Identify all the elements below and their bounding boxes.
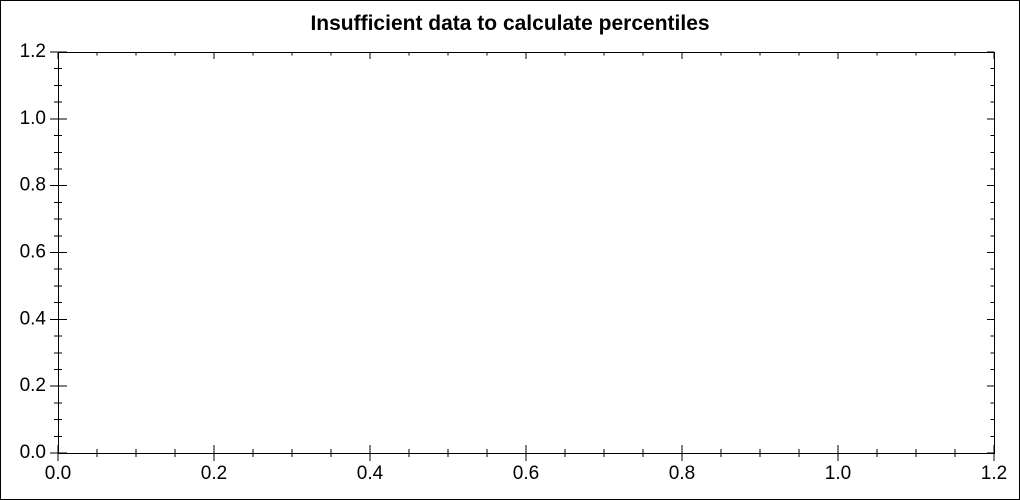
- x-axis-tick-label: 0.2: [201, 463, 227, 484]
- y-axis-tick-label: 1.2: [20, 41, 46, 62]
- x-axis-tick-label: 0.8: [669, 463, 695, 484]
- y-axis-tick-label: 0.0: [20, 442, 46, 463]
- x-axis-tick-label: 0.6: [513, 463, 539, 484]
- y-axis-tick-label: 0.8: [20, 175, 46, 196]
- plot-border: [58, 52, 995, 454]
- y-axis-tick-label: 0.6: [20, 242, 46, 263]
- y-axis-tick-label: 1.0: [20, 108, 46, 129]
- chart-title: Insufficient data to calculate percentil…: [310, 12, 710, 35]
- x-axis-tick-label: 1.0: [825, 463, 851, 484]
- y-axis-tick-label: 0.4: [20, 308, 47, 329]
- y-axis-tick-label: 0.2: [20, 375, 46, 396]
- x-axis-tick-label: 1.2: [981, 463, 1007, 484]
- x-axis-tick-label: 0.0: [45, 463, 71, 484]
- x-axis-tick-label: 0.4: [357, 463, 384, 484]
